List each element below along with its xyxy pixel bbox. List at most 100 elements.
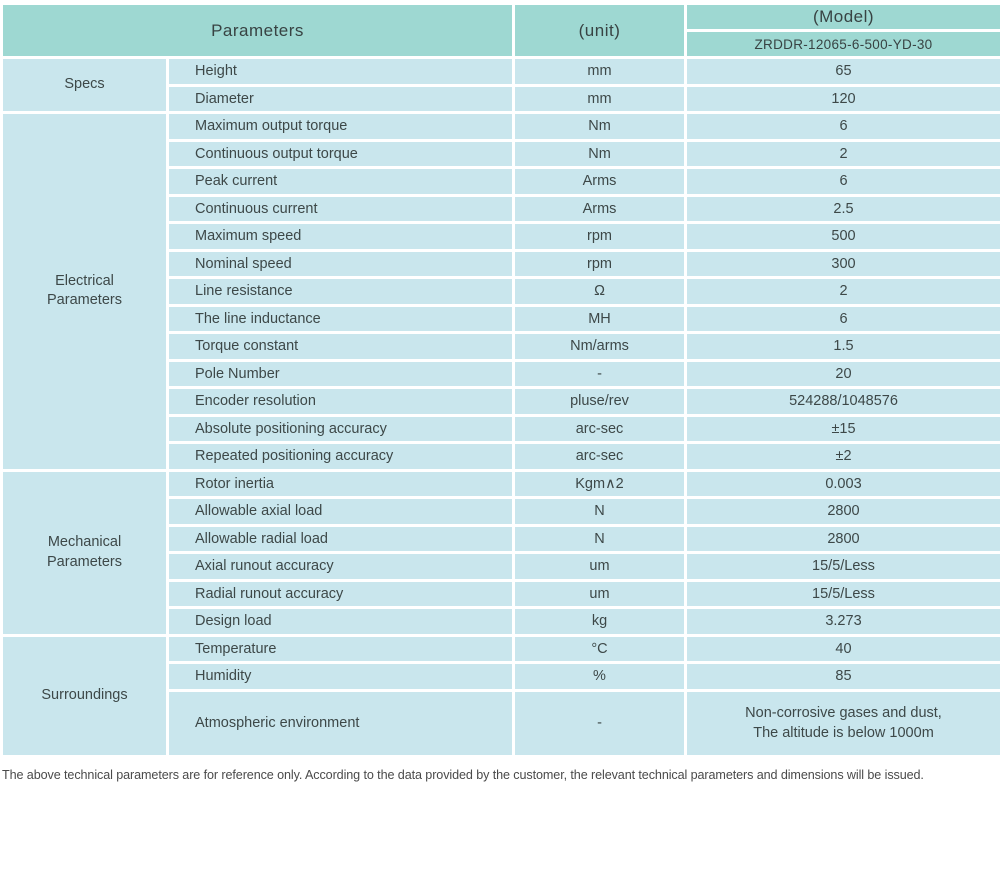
- param-cell: Radial runout accuracy: [166, 578, 515, 609]
- param-cell: Design load: [166, 606, 515, 637]
- group-label-text: Specs: [64, 76, 105, 93]
- group-label-specs: Specs: [0, 56, 169, 114]
- value-cell: 524288/1048576: [684, 386, 1000, 417]
- footer-note: The above technical parameters are for r…: [2, 767, 924, 782]
- param-cell: Allowable axial load: [166, 496, 515, 527]
- value-cell: 15/5/Less: [684, 578, 1000, 609]
- value-cell: 6: [684, 111, 1000, 142]
- value-cell: 120: [684, 83, 1000, 114]
- unit-cell: Ω: [512, 276, 687, 307]
- spec-sheet: Parameters (unit) (Model) ZRDDR-12065-6-…: [0, 2, 1000, 782]
- table-row: Line resistance Ω 2: [2, 276, 1000, 307]
- table-row: Specs Height mm 65: [0, 56, 1000, 114]
- unit-cell: Kgm∧2: [512, 468, 687, 499]
- value-cell: 2: [684, 276, 1000, 307]
- param-cell: Continuous output torque: [166, 138, 515, 169]
- table-row: Mechanical Parameters Rotor inertia Kgm∧2 0…: [0, 468, 1000, 637]
- group-label-surroundings: Surroundings: [0, 633, 169, 758]
- table-row: Peak current Arms 6: [2, 166, 1000, 197]
- unit-header: (unit): [512, 2, 687, 59]
- group-label-text: Surroundings: [41, 686, 128, 703]
- unit-cell: mm: [512, 56, 687, 87]
- param-cell: Pole Number: [166, 358, 515, 389]
- unit-cell: rpm: [512, 221, 687, 252]
- unit-cell: MH: [512, 303, 687, 334]
- unit-cell: N: [512, 523, 687, 554]
- table-row: The line inductance MH 6: [2, 303, 1000, 334]
- value-cell: 85: [684, 661, 1000, 692]
- param-cell: Axial runout accuracy: [166, 551, 515, 582]
- model-header: (Model): [684, 2, 1000, 32]
- table-row: Torque constant Nm/arms 1.5: [2, 331, 1000, 362]
- table-row: Diameter mm 120: [2, 83, 1000, 114]
- table-row: Continuous current Arms 2.5: [2, 193, 1000, 224]
- param-cell: Continuous current: [166, 193, 515, 224]
- value-cell: 2800: [684, 496, 1000, 527]
- param-cell: The line inductance: [166, 303, 515, 334]
- value-cell: ±2: [684, 441, 1000, 472]
- value-cell: ±15: [684, 413, 1000, 444]
- value-cell: 300: [684, 248, 1000, 279]
- unit-cell: %: [512, 661, 687, 692]
- unit-cell: -: [512, 688, 687, 758]
- table-row: Humidity% 85: [2, 661, 1000, 692]
- param-cell: Peak current: [166, 166, 515, 197]
- spec-table-body: Specs Height mm 65 Diameter mm 120 Electrical P…: [0, 56, 1000, 758]
- table-row: Electrical Parameters Maximum output torq…: [0, 111, 1000, 472]
- unit-cell: arc-sec: [512, 413, 687, 444]
- table-row: Axial runout accuracy um 15/5/Less: [2, 551, 1000, 582]
- param-cell: Rotor inertia: [166, 468, 515, 499]
- table-row: Absolute positioning accuracy arc-sec ±15: [2, 413, 1000, 444]
- table-row: Design load kg 3.273: [2, 606, 1000, 637]
- unit-cell: um: [512, 578, 687, 609]
- param-cell: Nominal speed: [166, 248, 515, 279]
- param-cell: Humidity: [166, 661, 515, 692]
- unit-cell: N: [512, 496, 687, 527]
- unit-cell: Nm: [512, 138, 687, 169]
- param-cell: Allowable radial load: [166, 523, 515, 554]
- table-row: Atmospheric environment - Non-corrosive ga…: [2, 688, 1000, 758]
- param-cell: Line resistance: [166, 276, 515, 307]
- unit-cell: arc-sec: [512, 441, 687, 472]
- table-row: Repeated positioning accuracy arc-sec ±2: [2, 441, 1000, 472]
- unit-cell: Nm: [512, 111, 687, 142]
- unit-cell: um: [512, 551, 687, 582]
- value-cell: 0.003: [684, 468, 1000, 499]
- value-cell: 65: [684, 56, 1000, 87]
- header-row-1: Parameters (unit) (Model): [0, 2, 1000, 59]
- param-cell: Repeated positioning accuracy: [166, 441, 515, 472]
- table-row: Allowable radial load N 2800: [2, 523, 1000, 554]
- param-cell: Height: [166, 56, 515, 87]
- value-cell: 6: [684, 166, 1000, 197]
- unit-cell: mm: [512, 83, 687, 114]
- table-row: Encoder resolution pluse/rev 524288/104857…: [2, 386, 1000, 417]
- param-cell: Diameter: [166, 83, 515, 114]
- value-cell: 6: [684, 303, 1000, 334]
- param-cell: Temperature: [166, 633, 515, 664]
- param-cell: Maximum output torque: [166, 111, 515, 142]
- value-cell: 1.5: [684, 331, 1000, 362]
- table-row: Continuous output torque Nm 2: [2, 138, 1000, 169]
- parameters-header: Parameters: [0, 2, 515, 59]
- unit-cell: Arms: [512, 166, 687, 197]
- table-row: Nominal speed rpm 300: [2, 248, 1000, 279]
- param-cell: Maximum speed: [166, 221, 515, 252]
- group-label-mechanical-parameters: Mechanical Parameters: [0, 468, 169, 637]
- value-cell: 15/5/Less: [684, 551, 1000, 582]
- param-cell: Encoder resolution: [166, 386, 515, 417]
- group-label-text: Electrical Parameters: [47, 272, 122, 309]
- unit-cell: °C: [512, 633, 687, 664]
- unit-cell: pluse/rev: [512, 386, 687, 417]
- spec-table-header: Parameters (unit) (Model) ZRDDR-12065-6-…: [0, 2, 1000, 59]
- spec-table: Parameters (unit) (Model) ZRDDR-12065-6-…: [0, 2, 1000, 758]
- value-cell: 20: [684, 358, 1000, 389]
- value-cell: 40: [684, 633, 1000, 664]
- value-cell: 500: [684, 221, 1000, 252]
- unit-cell: rpm: [512, 248, 687, 279]
- table-row: Surroundings Temperature °C 40: [0, 633, 1000, 758]
- group-label-electrical-parameters: Electrical Parameters: [0, 111, 169, 472]
- header-row-2: ZRDDR-12065-6-500-YD-30: [2, 29, 1000, 59]
- table-row: Maximum speed rpm 500: [2, 221, 1000, 252]
- table-row: Radial runout accuracy um 15/5/Less: [2, 578, 1000, 609]
- unit-cell: Nm/arms: [512, 331, 687, 362]
